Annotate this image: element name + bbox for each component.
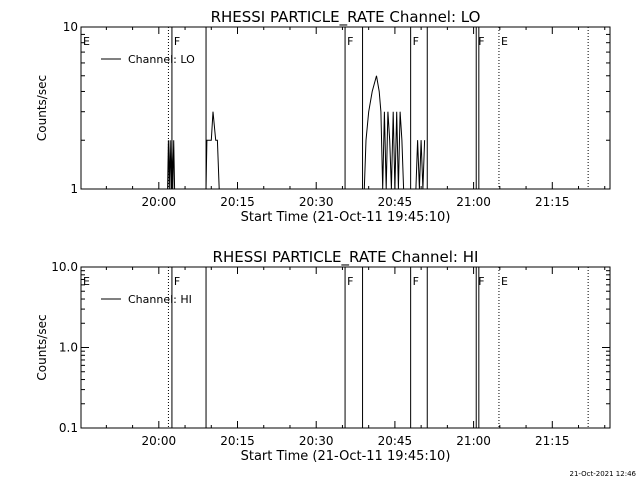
panel-2-marker-label: F: [174, 275, 180, 288]
panel-2-marker-label: E: [501, 275, 508, 288]
panel-1-xtick-label: 21:00: [456, 195, 491, 209]
panel-1-marker-label: F: [413, 35, 419, 48]
panel-1-legend-label: Channel: LO: [128, 53, 195, 66]
footer-timestamp: 21-Oct-2021 12:46: [570, 470, 637, 478]
panel-1-ylabel: Counts/sec: [35, 75, 49, 141]
panel-2-xtick-label: 20:15: [220, 434, 255, 448]
panel-1-title: RHESSI PARTICLE_RATE Channel: LO: [211, 8, 481, 27]
panel-2-ylabel: Counts/sec: [35, 314, 49, 380]
panel-1-series-1-line: [167, 140, 176, 190]
panel-2-xtick-label: 20:00: [142, 434, 177, 448]
panel-1-marker-label: E: [501, 35, 508, 48]
panel-2-xtick-label: 21:15: [535, 434, 570, 448]
panel-1-xtick-label: 21:15: [535, 195, 570, 209]
panel-2-title: RHESSI PARTICLE_RATE Channel: HI: [213, 248, 479, 267]
panel-1-xtick-label: 20:15: [220, 195, 255, 209]
panel-1-xtick-label: 20:00: [142, 195, 177, 209]
panel-1-marker-label: F: [174, 35, 180, 48]
panel-1-series-1-line: [205, 111, 225, 190]
panel-1-ytick-label: 1: [70, 182, 78, 196]
panel-2-xtick-label: 21:00: [456, 434, 491, 448]
panel-2-ytick-label: 0.1: [59, 421, 78, 435]
panel-1-ytick-label: 10: [63, 20, 78, 34]
panel-2-marker-label: E: [83, 275, 90, 288]
panel-2-ytick-label: 10.0: [51, 260, 78, 274]
panel-1-marker-label: F: [478, 35, 484, 48]
panel-2-legend-label: Channel: HI: [128, 293, 192, 306]
panel-2-marker-label: F: [347, 275, 353, 288]
panel-2-xlabel: Start Time (21-Oct-11 19:45:10): [241, 449, 451, 464]
panel-2-xtick-label: 20:30: [299, 434, 334, 448]
panel-1-xtick-label: 20:45: [378, 195, 413, 209]
panel-1-xlabel: Start Time (21-Oct-11 19:45:10): [241, 210, 451, 225]
panel-2-marker-label: F: [413, 275, 419, 288]
panel-2-ytick-label: 1.0: [59, 341, 78, 355]
panel-1-marker-label: E: [83, 35, 90, 48]
panel-1-series-1-line: [363, 75, 426, 190]
panel-1-marker-label: F: [347, 35, 353, 48]
panel-2-xtick-label: 20:45: [378, 434, 413, 448]
panel-1-xtick-label: 20:30: [299, 195, 334, 209]
panel-2-marker-label: F: [478, 275, 484, 288]
